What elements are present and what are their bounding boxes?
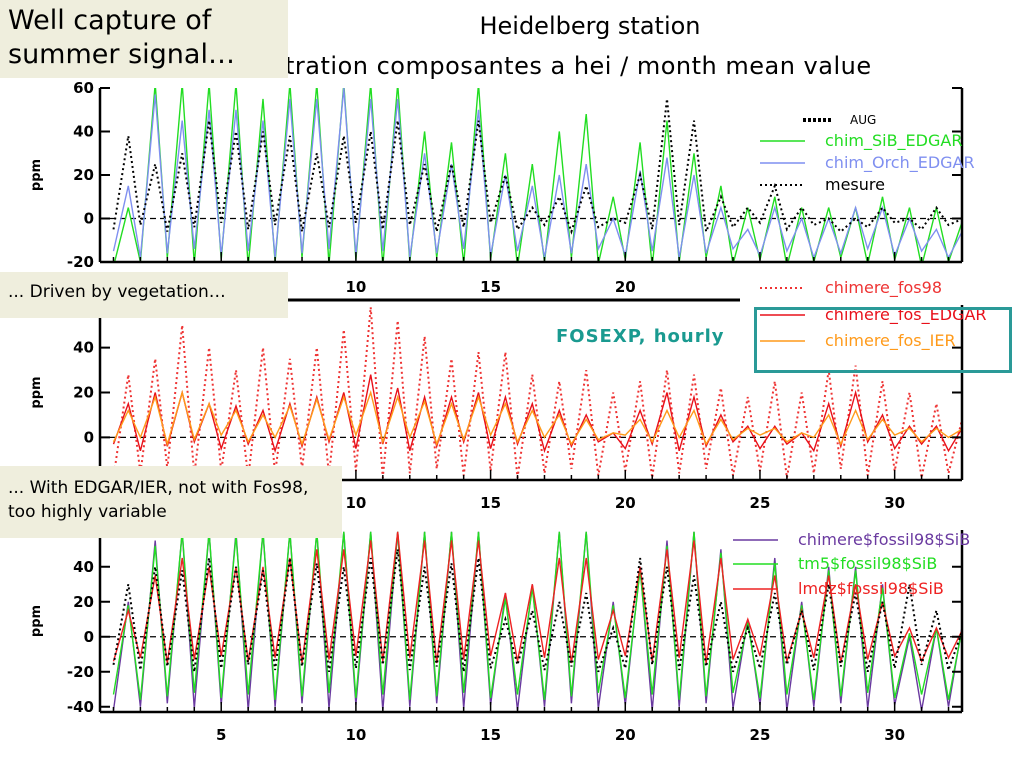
x-tick-label: 30	[884, 726, 905, 744]
panel-0: -20 0 20 40 60 10 15 20 ppm	[29, 79, 964, 296]
legend-entry: tm5$fossil98$SiB	[798, 554, 937, 573]
y-tick-label: 40	[73, 339, 94, 357]
legend: chimere$fossil98$SiB tm5$fossil98$SiB lmdz…	[733, 530, 970, 598]
series-line-1	[112, 374, 962, 454]
y-axis-label: ppm	[29, 605, 44, 637]
y-tick-label: 60	[73, 79, 94, 97]
y-axis-label: ppm	[29, 159, 44, 191]
y-tick-label: 0	[84, 428, 94, 446]
x-tick-label: 15	[480, 278, 501, 296]
x-tick-label: 20	[615, 494, 636, 512]
x-tick-label: 10	[345, 494, 366, 512]
legend-entry: chim_Orch_EDGAR	[825, 153, 975, 173]
legend-entry: chimere_fos_IER	[825, 331, 956, 351]
y-tick-label: 40	[73, 123, 94, 141]
y-tick-label: -20	[67, 663, 94, 681]
y-tick-label: -20	[67, 253, 94, 271]
y-tick-label: 20	[73, 166, 94, 184]
annotation-edgar-ier: ... With EDGAR/IER, not with Fos98, too …	[0, 466, 342, 538]
x-tick-label: 25	[750, 726, 771, 744]
y-tick-label: 20	[73, 593, 94, 611]
legend-entry: chimere_fos98	[825, 278, 942, 298]
legend-entry: lmdz$fossil98$SiB	[798, 579, 944, 598]
y-tick-label: 40	[73, 558, 94, 576]
series-line-2	[112, 98, 962, 236]
x-tick-label: 10	[345, 726, 366, 744]
legend-entry: chimere$fossil98$SiB	[798, 530, 970, 549]
y-tick-label: 20	[73, 384, 94, 402]
annotation-vegetation: ... Driven by vegetation…	[0, 272, 288, 318]
x-tick-label: 15	[480, 494, 501, 512]
x-tick-label: 15	[480, 726, 501, 744]
legend-entry: chimere_fos_EDGAR	[825, 305, 987, 325]
y-axis-label: ppm	[29, 376, 44, 408]
fosexp-label: FOSEXP, hourly	[556, 326, 725, 347]
series-line-0	[112, 307, 962, 478]
annotation-summer-signal: Well capture of summer signal…	[0, 0, 288, 78]
legend-highlight-box	[754, 307, 1012, 373]
legend: chimere_fos98 chimere_fos_EDGAR chimere_fo…	[760, 278, 987, 351]
legend-entry: chim_SiB_EDGAR	[825, 131, 962, 151]
panel-2: -40 -20 0 20 40 5 10 15 20 25 30 ppm	[29, 530, 964, 744]
legend-title: AUG	[850, 113, 876, 127]
y-tick-label: -40	[67, 698, 94, 716]
series-line-2	[112, 389, 962, 447]
x-tick-label: 30	[884, 494, 905, 512]
x-tick-label: 20	[615, 726, 636, 744]
station-title: Heidelberg station	[479, 12, 701, 40]
x-tick-label: 20	[615, 278, 636, 296]
y-tick-label: 0	[84, 210, 94, 228]
x-tick-label: 5	[216, 726, 226, 744]
x-tick-label: 10	[345, 278, 366, 296]
x-tick-label: 25	[750, 494, 771, 512]
y-tick-label: 0	[84, 628, 94, 646]
legend-entry: mesure	[825, 175, 885, 194]
plot-title: tration composantes a hei / month mean v…	[285, 52, 872, 80]
